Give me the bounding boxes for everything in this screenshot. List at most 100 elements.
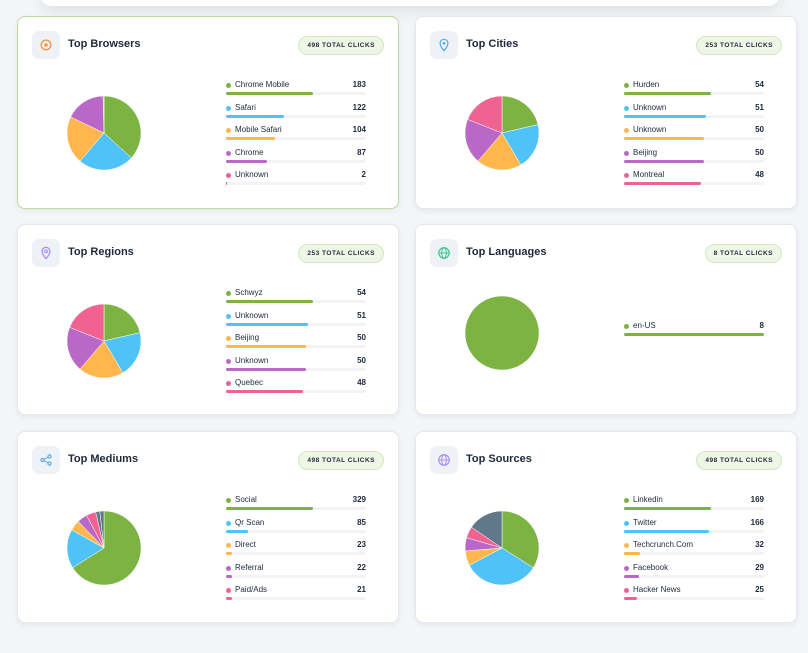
- compass-icon: [32, 31, 60, 59]
- pie-slice[interactable]: [501, 124, 540, 166]
- legend-bar-fill: [624, 114, 706, 118]
- pie-slice[interactable]: [464, 295, 540, 371]
- legend-item[interactable]: Quebec 48: [226, 378, 366, 401]
- globe-icon: [430, 239, 458, 267]
- legend-value: 54: [357, 288, 366, 297]
- legend-item[interactable]: Hurden 54: [624, 80, 764, 103]
- pie-slice[interactable]: [103, 303, 141, 342]
- legend-bar-fill: [226, 529, 249, 533]
- legend-list: Chrome Mobile 183 Safari 122 Mobile Safari 10…: [226, 80, 366, 193]
- card-title: Top Regions: [68, 246, 134, 258]
- pie-slice[interactable]: [501, 95, 539, 134]
- card-regions[interactable]: Top Regions 253 TOTAL CLICKS Schwyz 54 Unkno…: [17, 224, 399, 415]
- legend-value: 48: [357, 378, 366, 387]
- legend-label: Unknown: [633, 125, 667, 134]
- pie-chart[interactable]: [460, 291, 544, 375]
- legend-bar-track: [226, 574, 366, 578]
- legend-item[interactable]: Techcrunch.Com 32: [624, 540, 764, 563]
- pie-slice[interactable]: [468, 547, 534, 586]
- legend-item[interactable]: Unknown 51: [624, 103, 764, 126]
- legend-item[interactable]: Social 329: [226, 495, 366, 518]
- legend-value: 51: [755, 102, 764, 112]
- card-header: Top Languages 8 TOTAL CLICKS: [430, 239, 782, 267]
- legend-label: Quebec: [235, 378, 264, 387]
- pie-slice[interactable]: [79, 340, 124, 379]
- pie-slice[interactable]: [99, 510, 105, 549]
- pie-slice[interactable]: [70, 95, 105, 134]
- card-header: Top Sources 498 TOTAL CLICKS: [430, 446, 782, 474]
- pie-slice[interactable]: [69, 303, 105, 342]
- card-browsers[interactable]: Top Browsers 498 TOTAL CLICKS Chrome Mobil…: [17, 16, 399, 209]
- card-sources[interactable]: Top Sources 498 TOTAL CLICKS Linkedin 169 Tw…: [415, 431, 797, 623]
- legend-item[interactable]: Hacker News 25: [624, 585, 764, 608]
- legend-item[interactable]: Chrome 87: [226, 148, 366, 171]
- legend-item[interactable]: Qr Scan 85: [226, 518, 366, 541]
- legend-item[interactable]: Unknown 2: [226, 170, 366, 193]
- legend-item[interactable]: Unknown 50: [624, 125, 764, 148]
- legend-item[interactable]: Paid/Ads 21: [226, 585, 366, 608]
- legend-item[interactable]: en-US 8: [624, 321, 764, 344]
- legend-item[interactable]: Unknown 50: [226, 356, 366, 379]
- legend-dot: [624, 105, 629, 111]
- legend-dot: [624, 128, 629, 133]
- legend-bar-fill: [624, 507, 711, 510]
- pie-slice[interactable]: [66, 326, 105, 370]
- legend-label: Hacker News: [633, 585, 681, 594]
- pie-chart[interactable]: [460, 91, 544, 175]
- legend-value: 29: [755, 562, 764, 572]
- legend-dot: [226, 381, 231, 386]
- pie-slice[interactable]: [103, 95, 142, 159]
- legend-label: Montreal: [633, 170, 665, 179]
- pie-slice[interactable]: [103, 332, 142, 374]
- legend-item[interactable]: Facebook 29: [624, 563, 764, 586]
- pie-slice[interactable]: [467, 95, 503, 134]
- pie-chart[interactable]: [62, 299, 146, 383]
- card-mediums[interactable]: Top Mediums 498 TOTAL CLICKS Social 329 Qr S…: [17, 431, 399, 623]
- legend-item[interactable]: Schwyz 54: [226, 288, 366, 311]
- card-header: Top Regions 253 TOTAL CLICKS: [32, 239, 384, 267]
- card-languages[interactable]: Top Languages 8 TOTAL CLICKS en-US 8: [415, 224, 797, 415]
- pie-slice[interactable]: [471, 510, 503, 549]
- pie-slice[interactable]: [477, 132, 522, 171]
- pie-slice[interactable]: [66, 116, 105, 162]
- pie-chart[interactable]: [460, 506, 544, 590]
- legend-bar-track: [226, 182, 366, 185]
- legend-dot: [226, 128, 231, 133]
- legend-item[interactable]: Referral 22: [226, 563, 366, 586]
- pie-slice[interactable]: [464, 118, 503, 162]
- legend-item[interactable]: Mobile Safari 104: [226, 125, 366, 148]
- legend-label: Mobile Safari: [235, 125, 282, 134]
- legend-dot: [624, 565, 629, 571]
- legend-item[interactable]: Safari 122: [226, 103, 366, 126]
- legend-item[interactable]: Beijing 50: [624, 148, 764, 171]
- legend-item[interactable]: Unknown 51: [226, 311, 366, 334]
- legend-item[interactable]: Montreal 48: [624, 170, 764, 193]
- legend-value: 50: [755, 147, 764, 157]
- legend-label: en-US: [633, 321, 656, 330]
- legend-bar-fill: [624, 333, 764, 336]
- pie-slice[interactable]: [79, 132, 132, 171]
- legend-value: 23: [357, 540, 366, 549]
- legend-item[interactable]: Linkedin 169: [624, 495, 764, 518]
- legend-item[interactable]: Twitter 166: [624, 518, 764, 541]
- share-icon: [32, 446, 60, 474]
- legend-item[interactable]: Direct 23: [226, 540, 366, 563]
- legend-label: Facebook: [633, 562, 669, 572]
- globe-icon: [430, 446, 458, 474]
- legend-value: 166: [750, 517, 764, 527]
- legend-bar-fill: [624, 182, 702, 185]
- card-cities[interactable]: Top Cities 253 TOTAL CLICKS Hurden 54 Unknow…: [415, 16, 797, 209]
- legend-value: 25: [755, 585, 764, 594]
- legend-bar-fill: [226, 574, 232, 578]
- legend-item[interactable]: Chrome Mobile 183: [226, 80, 366, 103]
- legend-value: 8: [759, 321, 764, 330]
- pie-slice[interactable]: [102, 95, 105, 134]
- legend-bar-track: [226, 507, 366, 510]
- pie-chart[interactable]: [62, 91, 146, 175]
- pie-chart[interactable]: [62, 506, 146, 590]
- legend-dot: [624, 150, 629, 156]
- pie-slice[interactable]: [72, 510, 142, 586]
- legend-item[interactable]: Beijing 50: [226, 333, 366, 356]
- legend-bar-fill: [226, 507, 313, 510]
- legend-label: Beijing: [235, 333, 260, 342]
